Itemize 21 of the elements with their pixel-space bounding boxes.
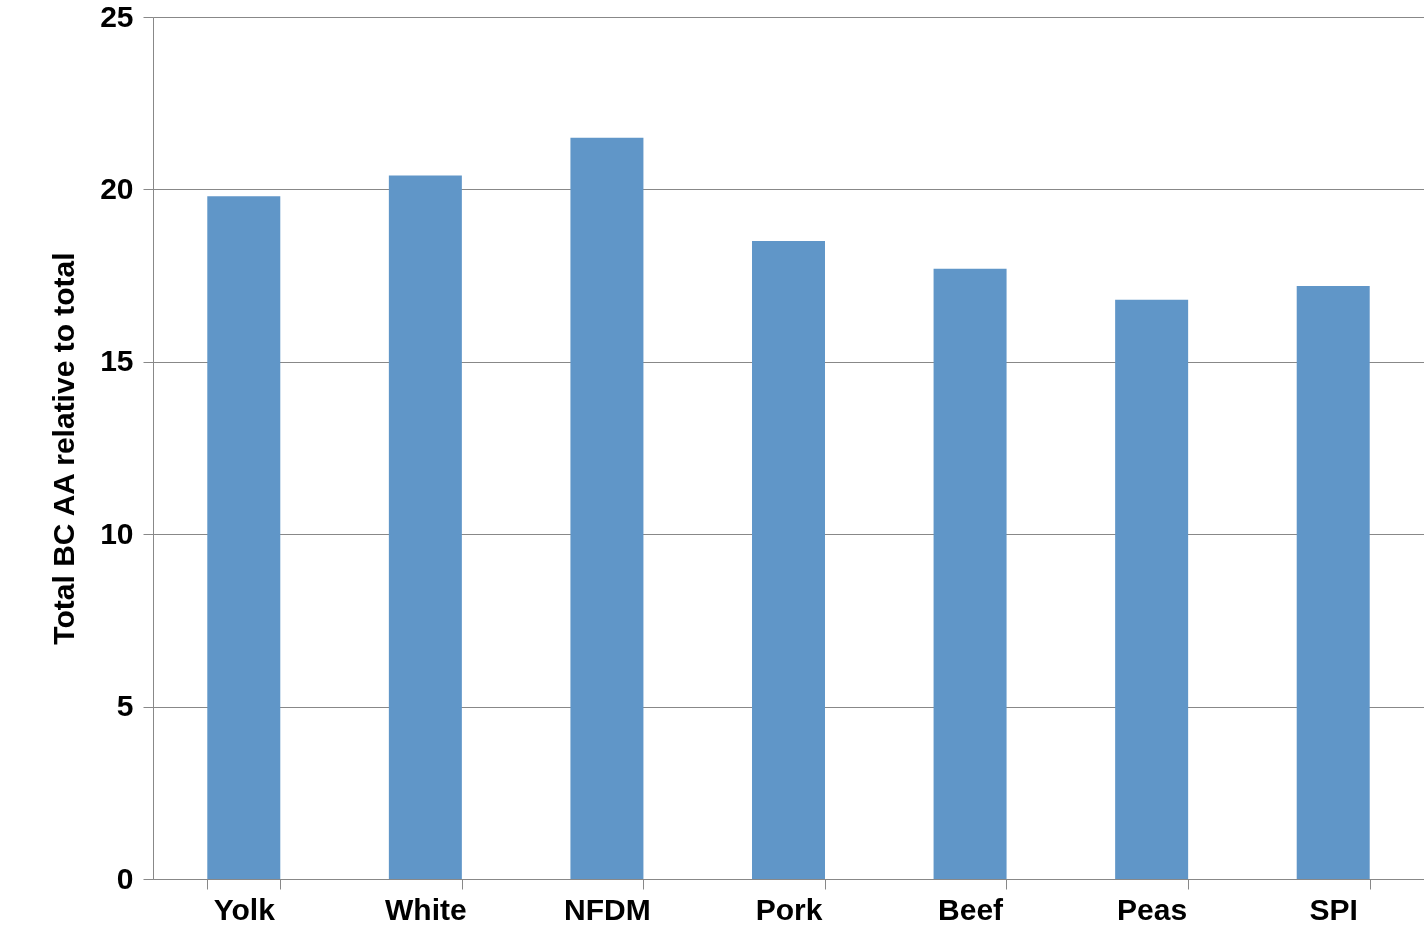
y-tick-label: 10 — [100, 516, 134, 550]
bar — [388, 175, 462, 879]
x-tick-label: Beef — [938, 892, 1005, 926]
x-tick-label: SPI — [1309, 892, 1358, 926]
bar — [933, 268, 1007, 879]
y-tick-label: 0 — [116, 861, 134, 895]
y-axis-title: Total BC AA relative to total — [47, 252, 81, 645]
bar — [1115, 299, 1189, 879]
bar — [1296, 285, 1370, 879]
x-tick-label: Yolk — [213, 892, 276, 926]
x-tick-label: White — [385, 892, 467, 926]
bar — [570, 137, 644, 879]
y-tick-label: 25 — [100, 0, 134, 33]
y-tick-label: 20 — [100, 171, 134, 205]
y-tick-label: 15 — [100, 344, 134, 378]
x-tick-label: Peas — [1117, 892, 1188, 926]
bar — [207, 196, 281, 879]
y-tick-label: 5 — [116, 689, 134, 723]
x-tick-label: Pork — [755, 892, 823, 926]
bar — [752, 241, 825, 879]
x-tick-label: NFDM — [564, 892, 651, 926]
